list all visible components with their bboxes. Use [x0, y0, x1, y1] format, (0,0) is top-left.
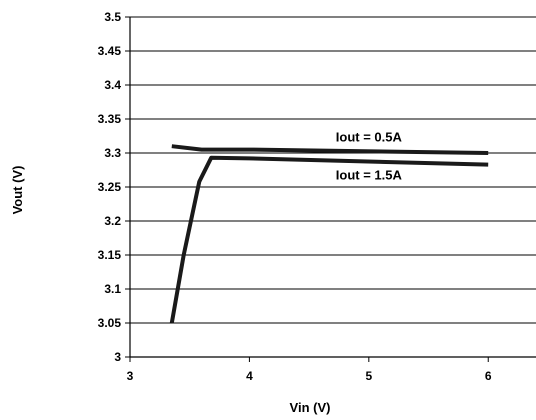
y-tick-label: 3.45	[98, 44, 122, 58]
y-tick-label: 3.25	[98, 180, 122, 194]
grid-lines	[130, 16, 536, 358]
axes	[125, 16, 536, 362]
y-tick-label: 3.35	[98, 112, 122, 126]
x-tick-label: 6	[485, 369, 492, 383]
x-tick-label: 3	[127, 369, 134, 383]
x-axis-title: Vin (V)	[290, 400, 331, 415]
series-line-iout-1-5a	[169, 155, 489, 324]
annotation-label: Iout = 0.5A	[336, 129, 403, 144]
annotation-label: Iout = 1.5A	[336, 167, 403, 182]
x-tick-label: 5	[365, 369, 372, 383]
y-tick-label: 3.5	[104, 10, 121, 24]
x-tick-label: 4	[246, 369, 253, 383]
y-tick-label: 3	[114, 350, 121, 364]
series-lines	[169, 144, 489, 324]
x-tick-labels: 3 4 5 6	[127, 369, 492, 383]
y-tick-label: 3.05	[98, 316, 122, 330]
series-line-iout-0-5a	[171, 144, 489, 155]
y-tick-label: 3.3	[104, 146, 121, 160]
y-axis-title: Vout (V)	[10, 166, 25, 215]
y-tick-label: 3.4	[104, 78, 121, 92]
y-tick-label: 3.15	[98, 248, 122, 262]
y-tick-label: 3.1	[104, 282, 121, 296]
y-tick-label: 3.2	[104, 214, 121, 228]
y-tick-labels: 3 3.05 3.1 3.15 3.2 3.25 3.3 3.35 3.4 3.45 3.5	[98, 10, 122, 364]
annotations: Iout = 0.5A Iout = 1.5A	[336, 129, 403, 182]
